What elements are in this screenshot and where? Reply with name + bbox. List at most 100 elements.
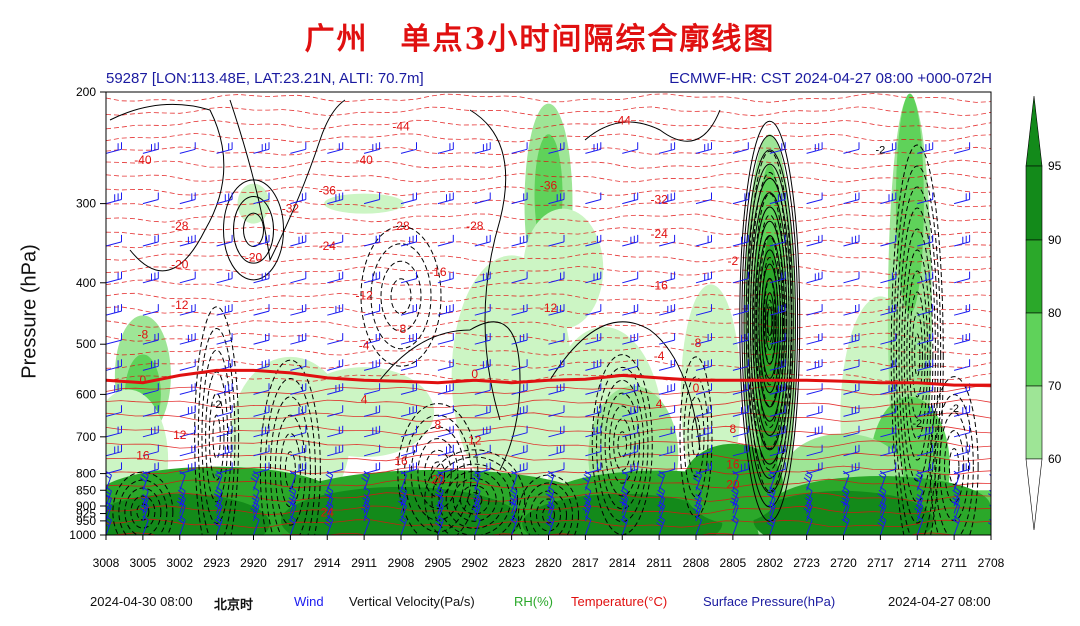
temperature-label: -28: [466, 219, 484, 233]
x-tick-label: 2911: [351, 556, 377, 570]
wind-barb: [769, 234, 786, 247]
wind-barb: [951, 494, 961, 514]
temperature-label: -16: [650, 279, 668, 293]
wind-barb: [471, 470, 481, 491]
temperature-isotherm: [106, 345, 991, 356]
temperature-label: -2: [728, 254, 739, 268]
wind-barb: [290, 425, 307, 438]
wind-barb: [363, 142, 381, 154]
temperature-label: -28: [392, 219, 410, 233]
wind-barb: [290, 405, 307, 417]
wind-barb: [437, 359, 454, 371]
wind-barb: [990, 203, 991, 204]
wind-barb: [511, 462, 528, 475]
vv-contour: [691, 416, 701, 458]
vv-contour: [750, 172, 790, 471]
wind-barb: [327, 304, 344, 316]
vv-contour: [934, 394, 974, 535]
wind-barb: [695, 192, 712, 205]
x-tick-label: 2802: [756, 556, 783, 570]
vv-contour: [893, 165, 942, 535]
y-tick-label: 1000: [69, 528, 96, 542]
wind-barb: [953, 444, 971, 457]
vv-contour: [754, 220, 786, 422]
vv-contour: [259, 359, 321, 535]
wind-barb: [880, 383, 897, 395]
wind-barb: [434, 486, 444, 507]
wind-barb: [843, 405, 860, 417]
rh-region: [294, 367, 435, 458]
wind-barb: [326, 494, 334, 514]
wind-barb: [106, 92, 108, 93]
vv-contour: [761, 257, 779, 386]
wind-barb: [324, 515, 334, 535]
vv-contour: [467, 492, 483, 508]
wind-barb: [434, 515, 444, 535]
wind-barb: [400, 405, 417, 417]
wind-barb: [695, 142, 712, 154]
wind-barb: [806, 192, 823, 205]
wind-barb: [622, 462, 639, 475]
wind-barb: [179, 142, 196, 154]
vv-contour: [112, 471, 174, 535]
y-tick-label: 925: [76, 507, 96, 521]
wind-barb: [695, 234, 712, 247]
wind-barb: [139, 501, 149, 522]
wind-barb: [622, 234, 639, 247]
temperature-label: -28: [171, 219, 189, 233]
wind-barb: [106, 234, 122, 247]
colorbar-label: 60: [1048, 452, 1062, 466]
wind-barb: [548, 333, 565, 345]
wind-barb: [253, 304, 270, 316]
x-tick-label: 3002: [166, 556, 193, 570]
x-tick-label: 2714: [904, 556, 931, 570]
wind-barb: [954, 92, 957, 93]
temperature-isotherm: [106, 119, 991, 130]
wind-barb: [363, 444, 381, 457]
vv-contour: [890, 144, 944, 535]
legend-surface-pressure: Surface Pressure(hPa): [703, 594, 836, 609]
wind-barb: [990, 455, 991, 456]
temperature-isotherm: [106, 212, 991, 223]
wind-barb: [179, 383, 196, 395]
wind-barb: [695, 444, 712, 457]
temperature-isotherm: [106, 386, 991, 396]
wind-barb: [877, 515, 887, 535]
wind-barb: [179, 271, 196, 284]
wind-barb: [474, 359, 491, 371]
legend-temperature: Temperature(°C): [571, 594, 668, 609]
wind-barb: [843, 142, 860, 154]
colorbar-label: 80: [1048, 306, 1062, 320]
wind-barb: [474, 405, 491, 417]
wind-barb: [437, 405, 454, 417]
wind-barb: [622, 192, 639, 205]
wind-barb: [620, 515, 629, 535]
x-tick-label: 2923: [203, 556, 230, 570]
wind-barb: [400, 142, 417, 154]
wind-barb: [511, 142, 528, 154]
x-tick-label: 2720: [830, 556, 857, 570]
wind-barb: [474, 425, 491, 438]
wind-barb: [142, 333, 159, 345]
wind-barb: [106, 359, 122, 371]
wind-barb: [917, 92, 920, 93]
temperature-label: -36: [540, 178, 558, 192]
wind-barb: [806, 142, 823, 154]
vv-contour: [743, 149, 796, 494]
wind-barb: [548, 425, 565, 438]
temperature-isotherm: [106, 132, 991, 143]
temperature-label: 12: [173, 428, 187, 442]
wind-barb: [584, 486, 592, 507]
wind-barb: [106, 333, 122, 345]
wind-barb: [179, 234, 196, 247]
vv-contour: [766, 299, 773, 344]
wind-barb: [880, 425, 897, 438]
vv-contour: [755, 214, 784, 429]
wind-barb: [657, 501, 666, 522]
wind-barb: [216, 405, 233, 417]
temperature-isotherm: [106, 279, 991, 290]
wind-barb: [290, 462, 307, 475]
wind-barb: [363, 383, 381, 395]
temperature-label: -44: [392, 119, 410, 133]
temperature-isotherm: [106, 239, 991, 250]
